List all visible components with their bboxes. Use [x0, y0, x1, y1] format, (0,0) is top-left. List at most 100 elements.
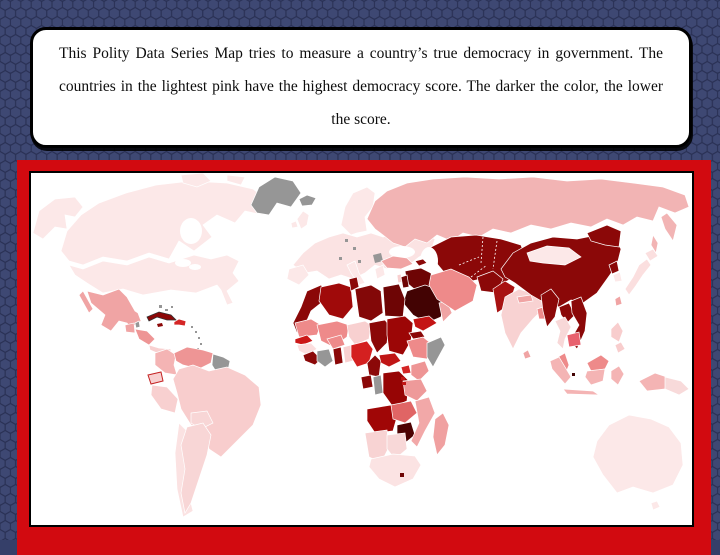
region-singapore	[572, 373, 575, 376]
region-arctic-islands	[180, 173, 246, 188]
region-libya	[354, 284, 384, 322]
region-honduras-nicaragua	[134, 328, 156, 346]
region-hokkaido	[644, 248, 659, 262]
region-madagascar	[432, 412, 450, 456]
region-nepal	[516, 294, 534, 304]
region-turkey	[380, 255, 414, 270]
region-sumatra	[549, 356, 572, 385]
region-south-korea	[612, 271, 623, 283]
region-mozambique	[410, 396, 436, 448]
region-italy	[346, 260, 366, 286]
region-tunisia	[348, 276, 360, 292]
region-canada	[60, 180, 270, 266]
region-tasmania	[650, 500, 661, 511]
region-euro-microstate-3	[339, 257, 342, 260]
region-somalia	[426, 336, 446, 368]
region-manchuria	[586, 224, 622, 248]
region-cambodia	[566, 331, 582, 348]
region-sudan	[386, 315, 414, 356]
region-borneo-malaysia	[586, 354, 610, 372]
region-papua-new-guinea	[664, 376, 690, 396]
region-thailand	[554, 316, 572, 350]
region-java	[562, 388, 601, 396]
region-jordan	[400, 274, 410, 289]
region-caucasus	[414, 258, 428, 267]
region-russia	[366, 176, 690, 248]
region-colombia	[154, 348, 178, 376]
region-iceland	[298, 194, 317, 207]
region-kamchatka	[660, 212, 678, 242]
region-congo	[372, 374, 384, 396]
region-belize	[134, 320, 141, 329]
region-uganda	[400, 364, 412, 375]
region-japan	[624, 258, 652, 296]
great-lakes-2	[189, 264, 201, 270]
region-australia	[592, 414, 684, 494]
region-ghana	[332, 346, 344, 366]
hudson-bay	[180, 218, 202, 244]
region-lesotho	[400, 473, 404, 477]
region-north-korea	[608, 260, 620, 275]
caspian-sea	[420, 247, 438, 275]
central-asia-internal-borders	[458, 236, 498, 278]
great-lakes	[175, 259, 191, 267]
region-eritrea-djibouti	[408, 330, 426, 340]
region-euro-microstate-2	[353, 247, 356, 250]
region-south-africa	[368, 453, 422, 488]
region-bahamas	[159, 305, 173, 311]
map-frame	[17, 160, 711, 555]
region-myanmar	[540, 288, 560, 328]
caption-text: This Polity Data Series Map tries to mea…	[59, 45, 663, 128]
region-greenland	[250, 176, 302, 216]
region-sri-lanka	[522, 349, 532, 360]
world-choropleth-map	[32, 173, 690, 518]
region-mauritania	[294, 318, 322, 338]
region-iberia	[286, 264, 310, 286]
map-canvas	[29, 171, 694, 527]
region-tanzania	[402, 378, 428, 402]
region-laos	[558, 302, 576, 324]
region-botswana	[386, 432, 408, 460]
region-kenya	[410, 360, 430, 382]
region-ecuador	[147, 371, 164, 385]
region-greece	[374, 264, 386, 280]
black-sea	[389, 246, 415, 258]
region-euro-microstate-1	[345, 239, 348, 242]
caption-box: This Polity Data Series Map tries to mea…	[30, 27, 692, 148]
region-central-african-republic	[378, 352, 402, 368]
region-iran	[428, 268, 478, 312]
region-newguinea-indonesia	[638, 372, 668, 392]
region-ivory-coast	[316, 348, 334, 368]
region-baja-california	[78, 290, 94, 314]
region-lesser-antilles	[191, 326, 202, 350]
region-guatemala	[124, 322, 136, 334]
region-brazil	[172, 364, 262, 458]
region-yemen	[412, 315, 438, 332]
region-niger	[346, 320, 372, 346]
region-argentina	[180, 422, 212, 514]
region-algeria	[318, 282, 354, 320]
region-jamaica	[157, 323, 163, 327]
region-venezuela	[173, 346, 214, 370]
region-ireland	[290, 220, 299, 229]
region-namibia	[364, 429, 390, 464]
region-euro-microstate-4	[358, 260, 361, 263]
region-uk	[296, 210, 310, 230]
region-peru	[150, 384, 179, 414]
region-hispaniola	[173, 318, 187, 327]
region-serbia	[373, 253, 383, 263]
region-borneo-indonesia	[584, 368, 606, 386]
region-burkina-faso	[326, 334, 346, 350]
region-taiwan	[614, 295, 623, 307]
region-egypt	[382, 283, 406, 318]
region-rwanda-burundi	[401, 377, 406, 385]
region-cameroon	[366, 354, 382, 378]
region-philippines	[610, 321, 626, 354]
region-gabon	[360, 374, 374, 390]
region-zambia	[390, 400, 418, 424]
region-sulawesi	[610, 365, 625, 386]
region-scandinavia	[340, 186, 376, 236]
region-chad	[368, 319, 390, 354]
region-mongolia	[526, 245, 582, 266]
region-alaska	[32, 196, 84, 240]
